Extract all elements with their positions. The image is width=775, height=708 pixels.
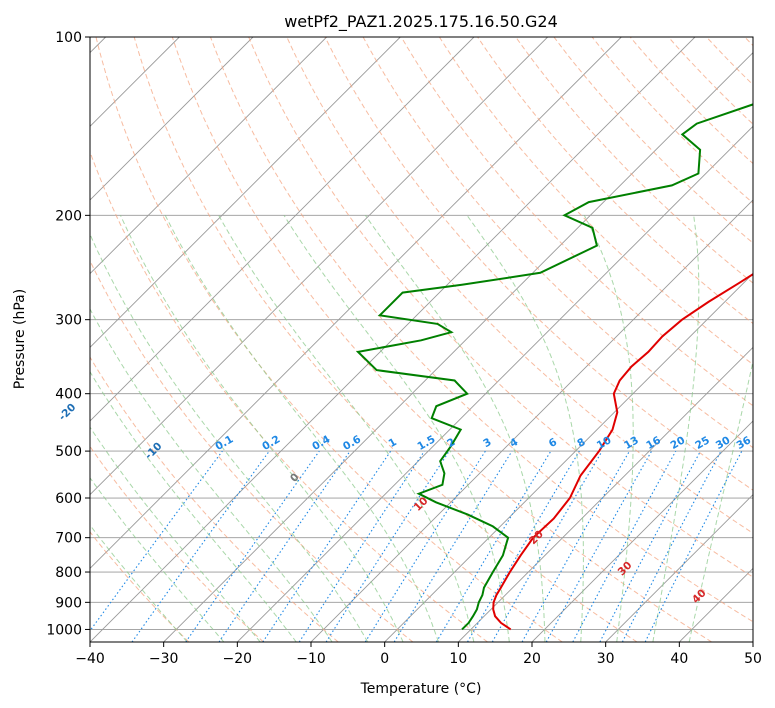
mixing-ratio-line bbox=[521, 450, 630, 642]
moist-adiabat-line bbox=[90, 426, 261, 642]
isotherm-line bbox=[458, 346, 753, 642]
moist-adiabat-line bbox=[90, 524, 188, 642]
y-tick-label: 100 bbox=[55, 30, 82, 46]
dry-adiabat-line bbox=[90, 259, 414, 642]
dry-adiabat-line bbox=[362, 37, 753, 449]
isotherm-line bbox=[605, 494, 753, 642]
mixing-ratio-line bbox=[90, 450, 223, 632]
dry-adiabat-line bbox=[286, 37, 753, 534]
dry-adiabat-line bbox=[248, 37, 753, 578]
x-tick-label: −20 bbox=[223, 651, 253, 667]
y-tick-label: 300 bbox=[55, 313, 82, 329]
x-tick-label: −40 bbox=[75, 651, 105, 667]
dry-adiabat-line bbox=[210, 37, 753, 623]
x-tick-label: 40 bbox=[670, 651, 688, 667]
moist-adiabat-line bbox=[164, 215, 439, 642]
y-tick-label: 700 bbox=[55, 531, 82, 547]
y-tick-label: 600 bbox=[55, 491, 82, 507]
x-tick-label: 50 bbox=[744, 651, 762, 667]
moist-adiabat-line bbox=[120, 215, 404, 642]
isotherm-line bbox=[90, 37, 401, 348]
chart-title: wetPf2_PAZ1.2025.175.16.50.G24 bbox=[284, 12, 558, 32]
moist-adiabat-line bbox=[364, 215, 546, 642]
dry-adiabat-line bbox=[171, 37, 712, 642]
isotherm-line bbox=[90, 37, 548, 496]
temperature-profile-line bbox=[492, 273, 753, 631]
moist-adiabat-line bbox=[652, 215, 700, 642]
x-tick-label: 20 bbox=[523, 651, 541, 667]
x-tick-label: 0 bbox=[380, 651, 389, 667]
moist-adiabat-line bbox=[90, 232, 369, 642]
moist-adiabat-line bbox=[90, 476, 225, 642]
isotherm-line bbox=[384, 273, 753, 642]
y-tick-label: 500 bbox=[55, 444, 82, 460]
isotherm-line bbox=[90, 37, 327, 275]
y-axis-label: Pressure (hPa) bbox=[12, 289, 28, 389]
dry-adiabat-line bbox=[400, 37, 753, 407]
mixing-ratio-line bbox=[185, 450, 320, 642]
dry-adiabat-line bbox=[591, 37, 753, 204]
isotherm-line bbox=[531, 420, 753, 642]
moist-adiabat-line bbox=[90, 370, 297, 642]
dry-adiabat-line bbox=[133, 37, 638, 642]
background-lines bbox=[90, 37, 753, 642]
isotherm-line bbox=[237, 125, 753, 642]
dry-adiabat-line bbox=[95, 37, 563, 642]
dry-adiabat-line bbox=[553, 37, 753, 244]
x-tick-label: 30 bbox=[597, 651, 615, 667]
dry-adiabat-line bbox=[90, 150, 488, 642]
moist-adiabat-line bbox=[688, 358, 753, 642]
plot-frame bbox=[89, 36, 754, 643]
y-tick-label: 400 bbox=[55, 387, 82, 403]
dewpoint-profile-line bbox=[355, 103, 753, 631]
mixing-ratio-line bbox=[131, 450, 270, 642]
x-axis-label: Temperature (°C) bbox=[360, 681, 482, 697]
x-tick-label: −10 bbox=[296, 651, 326, 667]
isotherm-line bbox=[90, 37, 475, 422]
dry-adiabat-line bbox=[477, 37, 753, 325]
axis-ticks: −40 −30 −20 −10 0 10 20 30 40 50 100 200 300 400 500 60… bbox=[46, 30, 762, 667]
mixing-ratio-line bbox=[572, 450, 677, 642]
mixing-ratio-line bbox=[218, 450, 351, 642]
mixing-ratio-line bbox=[393, 450, 513, 642]
moist-adiabat-line bbox=[583, 215, 634, 642]
x-tick-label: 10 bbox=[449, 651, 467, 667]
moist-adiabat-line bbox=[283, 215, 510, 642]
x-tick-label: −30 bbox=[149, 651, 179, 667]
mixing-ratio-line bbox=[545, 450, 653, 642]
mixing-ratio-line bbox=[435, 450, 552, 642]
y-tick-label: 800 bbox=[55, 565, 82, 581]
isotherm-line bbox=[90, 37, 696, 642]
profile-lines bbox=[355, 103, 753, 631]
mixing-ratio-line bbox=[325, 450, 450, 642]
dry-adiabat-line bbox=[90, 531, 190, 642]
isotherm-line bbox=[752, 641, 753, 642]
dry-adiabat-line bbox=[90, 356, 339, 642]
mixing-ratio-line bbox=[364, 450, 486, 642]
mixing-ratio-line bbox=[467, 450, 580, 642]
y-tick-label: 900 bbox=[55, 595, 82, 611]
y-tick-label: 200 bbox=[55, 208, 82, 224]
y-tick-label: 1000 bbox=[46, 622, 82, 638]
isotherm-line bbox=[163, 52, 753, 642]
mixing-ratio-line bbox=[491, 450, 603, 642]
isotherm-line bbox=[90, 37, 622, 569]
dry-adiabat-line bbox=[324, 37, 753, 491]
isotherm-line bbox=[90, 37, 254, 201]
dry-adiabat-label: -20 bbox=[57, 401, 79, 423]
dry-adiabat-line bbox=[438, 37, 753, 366]
